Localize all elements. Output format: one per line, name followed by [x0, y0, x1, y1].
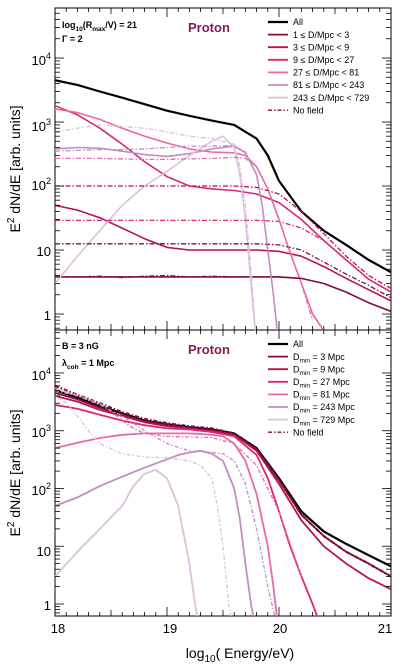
x-axis-title: log10( Energy/eV): [186, 645, 294, 665]
top-series-5: [55, 145, 278, 330]
top-series-6: [55, 135, 256, 330]
xtick-18: 18: [51, 621, 65, 636]
bot-legend-label-1: Dmin = 3 Mpc: [293, 352, 345, 365]
bot-legend-label-7: No field: [293, 427, 324, 437]
bottom-note-field: B = 3 nG: [62, 341, 99, 351]
top-ytick-1: 1: [44, 308, 51, 323]
top-ytick-1e4: 104: [32, 51, 51, 68]
top-y-tick-labels: 104 103 102 10 1: [32, 51, 51, 323]
xtick-20: 20: [273, 621, 287, 636]
top-series-8: [55, 243, 391, 299]
top-series-3: [55, 104, 391, 293]
top-series-9: [55, 219, 391, 293]
bot-legend-label-2: Dmin = 9 Mpc: [293, 364, 345, 377]
bottom-panel-ticks: [54, 330, 392, 616]
top-series-10: [55, 185, 391, 290]
top-series-1: [55, 276, 391, 313]
top-legend-label-2: 3 ≤ D/Mpc < 9: [293, 42, 349, 52]
top-panel-title: Proton: [188, 20, 230, 35]
bot-series-0: [55, 389, 391, 568]
bot-legend-label-3: Dmin = 27 Mpc: [293, 377, 350, 390]
bot-series-2: [55, 395, 391, 591]
top-series-0: [55, 79, 391, 274]
top-series-2: [55, 204, 391, 302]
top-legend-label-1: 1 ≤ D/Mpc < 3: [293, 30, 349, 40]
top-legend-label-0: All: [293, 17, 303, 27]
top-panel-ticks: [54, 8, 392, 330]
top-legend: All 1 ≤ D/Mpc < 3 3 ≤ D/Mpc < 9 9 ≤ D/Mpc <…: [268, 17, 369, 115]
bottom-note-coherence: λcoh = 1 Mpc: [62, 358, 114, 371]
top-legend-label-4: 27 ≤ D/Mpc < 81: [293, 68, 359, 78]
top-ytick-1e2: 102: [32, 176, 51, 193]
bot-legend-label-5: Dmin = 243 Mpc: [293, 402, 355, 415]
x-tick-labels: 18 19 20 21: [51, 621, 392, 636]
bottom-panel-curves: [55, 384, 391, 616]
xtick-19: 19: [163, 621, 177, 636]
top-series-7: [55, 274, 391, 313]
bottom-panel-title: Proton: [188, 342, 230, 357]
top-legend-label-6: 243 ≤ D/Mpc < 729: [293, 93, 369, 103]
top-series-4: [55, 108, 325, 330]
bottom-y-axis-title: E2 dN/dE [arb. units]: [6, 410, 23, 537]
bot-legend-label-0: All: [293, 339, 303, 349]
top-y-axis-title: E2 dN/dE [arb. units]: [6, 106, 23, 233]
top-legend-label-5: 81 ≤ D/Mpc < 243: [293, 80, 364, 90]
bot-series-9: [55, 389, 276, 616]
top-legend-label-7: No field: [293, 105, 324, 115]
bot-legend-label-4: Dmin = 81 Mpc: [293, 390, 350, 403]
top-panel-curves: [55, 79, 391, 330]
top-ytick-10: 10: [37, 244, 51, 259]
bot-ytick-1e3: 103: [32, 423, 51, 440]
bot-series-3: [55, 404, 319, 616]
top-note-rmax: log10(Rmax/V) = 21: [62, 20, 137, 33]
bot-ytick-1e4: 104: [32, 366, 51, 383]
bot-series-10: [55, 395, 232, 616]
bot-series-8: [55, 387, 303, 577]
bot-series-6: [55, 469, 199, 616]
bot-series-4: [55, 432, 278, 616]
bot-ytick-1: 1: [44, 598, 51, 613]
bot-ytick-10: 10: [37, 544, 51, 559]
top-note-gamma: Γ = 2: [62, 34, 83, 44]
top-series-11: [55, 156, 314, 321]
bot-legend-label-6: Dmin = 729 Mpc: [293, 415, 355, 428]
bot-series-7: [55, 384, 391, 578]
bottom-y-tick-labels: 104 103 102 10 1: [32, 366, 51, 613]
xtick-21: 21: [378, 621, 392, 636]
top-legend-label-3: 9 ≤ D/Mpc < 27: [293, 55, 354, 65]
bot-ytick-1e2: 102: [32, 481, 51, 498]
top-series-13: [55, 124, 256, 330]
top-ytick-1e3: 103: [32, 117, 51, 134]
